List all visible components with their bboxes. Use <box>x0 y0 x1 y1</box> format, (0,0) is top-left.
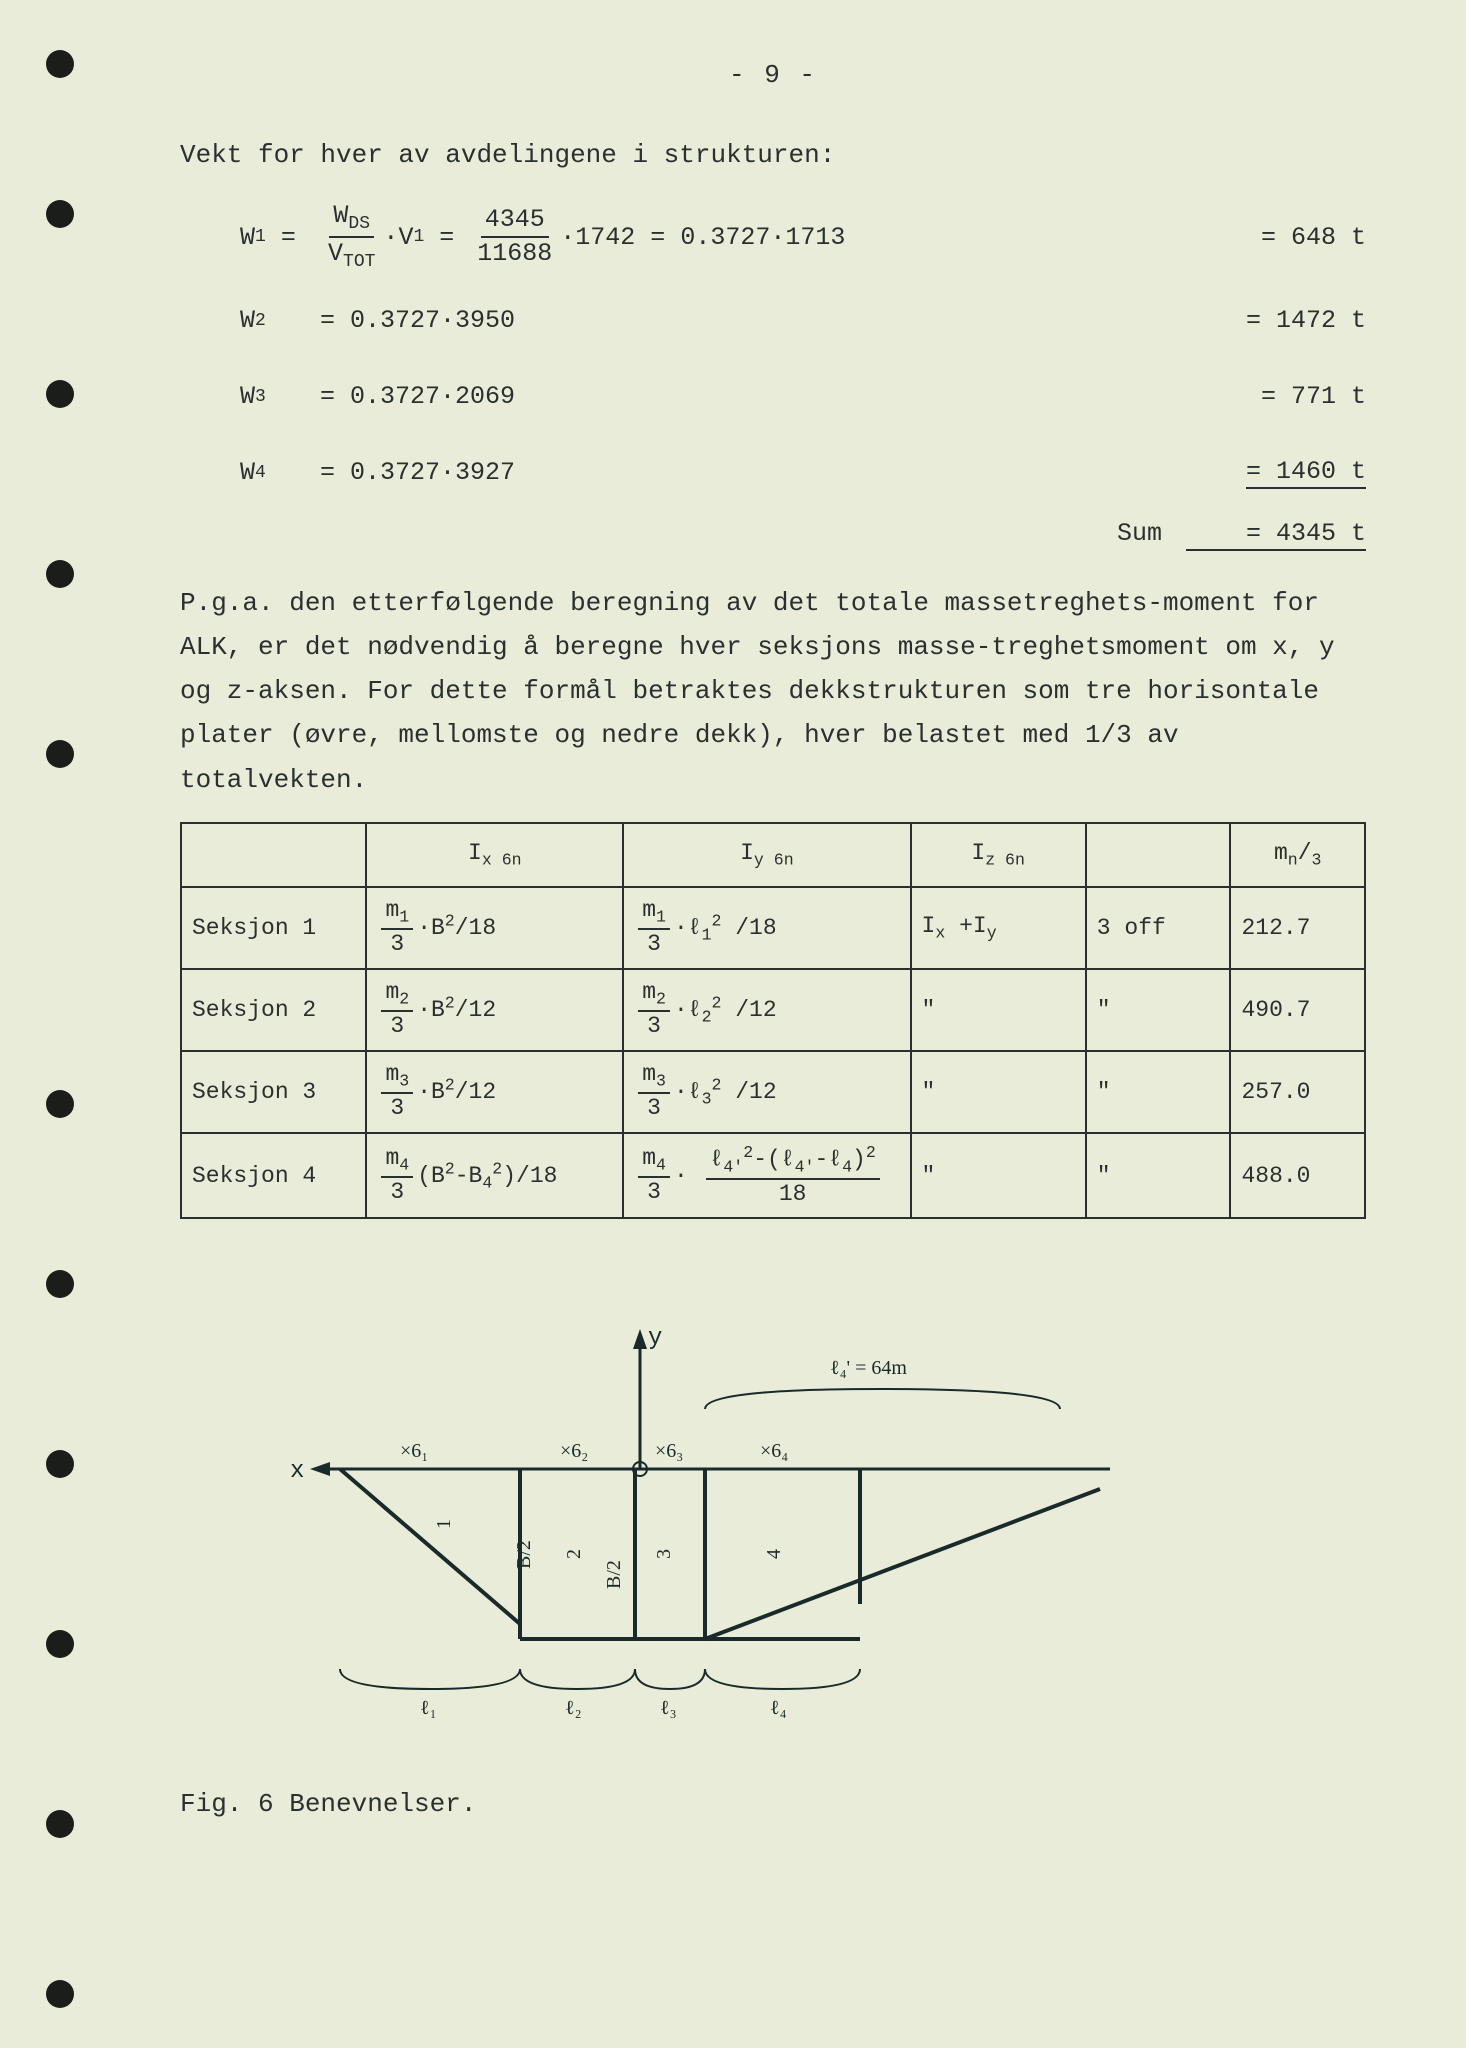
table-row: Seksjon 3 m33·B2/12 m33·ℓ32 /12 " " 257.… <box>181 1051 1365 1133</box>
th-empty <box>1086 823 1231 887</box>
table-header-row: Ix 6n Iy 6n Iz 6n mn/3 <box>181 823 1365 887</box>
th-mn: mn/3 <box>1230 823 1365 887</box>
cell-iz: " <box>911 1051 1086 1133</box>
w4-rhs: = 1460 t <box>1246 457 1366 489</box>
cell-ix: m33·B2/12 <box>366 1051 623 1133</box>
cell-ix: m43(B2-B42)/18 <box>366 1133 623 1219</box>
th-ix: Ix 6n <box>366 823 623 887</box>
y-label: y <box>648 1325 662 1352</box>
w1-frac2: 4345 11688 <box>473 204 556 271</box>
w1-lhs: W <box>240 223 255 252</box>
g4-label: ×6₄ <box>760 1440 788 1462</box>
body-paragraph: P.g.a. den etterfølgende beregning av de… <box>180 581 1366 802</box>
cell-off: " <box>1086 1051 1231 1133</box>
cell-iy: m33·ℓ32 /12 <box>623 1051 910 1133</box>
g3-label: ×6₃ <box>655 1440 683 1462</box>
sum-value: = 4345 t <box>1186 519 1366 551</box>
section-4: 4 <box>763 1549 785 1559</box>
w1-rhs: = 648 t <box>1166 223 1366 252</box>
equation-w4: W4 = 0.3727·3927 = 1460 t <box>240 443 1366 503</box>
table-row: Seksjon 2 m23·B2/12 m23·ℓ22 /12 " " 490.… <box>181 969 1365 1051</box>
g2-label: ×6₂ <box>560 1440 588 1462</box>
cell-section: Seksjon 4 <box>181 1133 366 1219</box>
th-iz: Iz 6n <box>911 823 1086 887</box>
inertia-table: Ix 6n Iy 6n Iz 6n mn/3 Seksjon 1 m13·B2/… <box>180 822 1366 1220</box>
cell-iz: Ix +Iy <box>911 887 1086 969</box>
g1-label: ×6₁ <box>400 1440 428 1462</box>
th-iy: Iy 6n <box>623 823 910 887</box>
w1-mid-mult: ·1742 = 0.3727·1713 <box>560 223 845 252</box>
equation-w3: W3 = 0.3727·2069 = 771 t <box>240 367 1366 427</box>
x-label: x <box>290 1458 304 1485</box>
cell-section: Seksjon 3 <box>181 1051 366 1133</box>
section-1: 1 <box>433 1519 455 1529</box>
cell-section: Seksjon 2 <box>181 969 366 1051</box>
cell-section: Seksjon 1 <box>181 887 366 969</box>
l1-label: ℓ₁ <box>420 1697 437 1719</box>
cell-off: " <box>1086 969 1231 1051</box>
equation-w2: W2 = 0.3727·3950 = 1472 t <box>240 291 1366 351</box>
cell-ix: m13·B2/18 <box>366 887 623 969</box>
cell-mn: 257.0 <box>1230 1051 1365 1133</box>
cell-iy: m13·ℓ12 /18 <box>623 887 910 969</box>
intro-text: Vekt for hver av avdelingene i strukture… <box>180 140 1366 170</box>
sum-row: Sum = 4345 t <box>240 519 1366 551</box>
w4-mid: = 0.3727·3927 <box>320 458 1166 487</box>
w1-sub: 1 <box>255 227 266 247</box>
w2-rhs: = 1472 t <box>1166 306 1366 335</box>
cell-ix: m23·B2/12 <box>366 969 623 1051</box>
l4prime-label: ℓ₄' = 64m <box>830 1357 907 1379</box>
l2-label: ℓ₂ <box>565 1697 582 1719</box>
w1-frac1: WDS VTOT <box>324 200 379 275</box>
table-row: Seksjon 1 m13·B2/18 m13·ℓ12 /18 Ix +Iy 3… <box>181 887 1365 969</box>
table-row: Seksjon 4 m43(B2-B42)/18 m43· ℓ4'2-(ℓ4'-… <box>181 1133 1365 1219</box>
w2-mid: = 0.3727·3950 <box>320 306 1166 335</box>
l4-label: ℓ₄ <box>770 1697 787 1719</box>
cell-mn: 488.0 <box>1230 1133 1365 1219</box>
section-2: 2 <box>563 1549 585 1559</box>
cell-off: 3 off <box>1086 887 1231 969</box>
b2-label-a: B/2 <box>513 1541 535 1570</box>
cell-iy: m43· ℓ4'2-(ℓ4'-ℓ4)2 18 <box>623 1133 910 1219</box>
figure-6-diagram: x y ×6₁ ×6₂ ×6₃ ×6₄ 1 2 3 <box>260 1309 1160 1749</box>
cell-iz: " <box>911 969 1086 1051</box>
sum-label: Sum <box>1117 519 1162 551</box>
cell-mn: 490.7 <box>1230 969 1365 1051</box>
w3-rhs: = 771 t <box>1166 382 1366 411</box>
cell-mn: 212.7 <box>1230 887 1365 969</box>
b2-label-b: B/2 <box>603 1561 625 1590</box>
w3-mid: = 0.3727·2069 <box>320 382 1166 411</box>
equations-block: W1 = WDS VTOT ·V1 = 4345 11688 ·1742 = 0… <box>240 200 1366 503</box>
section-3: 3 <box>653 1549 675 1559</box>
equation-w1: W1 = WDS VTOT ·V1 = 4345 11688 ·1742 = 0… <box>240 200 1366 275</box>
l3-label: ℓ₃ <box>660 1697 677 1719</box>
cell-iy: m23·ℓ22 /12 <box>623 969 910 1051</box>
cell-off: " <box>1086 1133 1231 1219</box>
page-content: - 9 - Vekt for hver av avdelingene i str… <box>0 0 1466 1879</box>
th-section <box>181 823 366 887</box>
cell-iz: " <box>911 1133 1086 1219</box>
page-number: - 9 - <box>180 60 1366 90</box>
figure-caption: Fig. 6 Benevnelser. <box>180 1789 1366 1819</box>
